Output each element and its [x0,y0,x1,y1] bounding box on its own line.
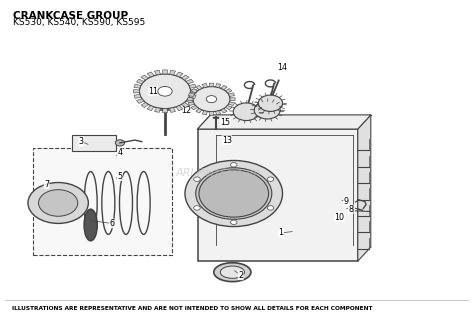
Polygon shape [141,75,148,80]
Polygon shape [216,111,221,115]
Circle shape [254,101,280,119]
Circle shape [158,86,172,96]
Polygon shape [186,79,193,84]
Polygon shape [226,89,232,93]
Circle shape [194,206,200,210]
Polygon shape [133,90,139,93]
Polygon shape [170,108,175,112]
Circle shape [185,160,283,227]
Polygon shape [196,108,202,113]
Polygon shape [189,84,196,88]
Polygon shape [147,72,154,77]
Circle shape [267,177,274,181]
Circle shape [267,206,274,210]
Text: KS530, KS540, KS590, KS595: KS530, KS540, KS590, KS595 [13,18,146,27]
Polygon shape [221,85,227,90]
Text: CRANKCASE GROUP: CRANKCASE GROUP [13,11,128,21]
Polygon shape [221,108,227,113]
Ellipse shape [84,209,97,241]
Text: 12: 12 [181,106,191,115]
Polygon shape [230,98,235,101]
Text: 8: 8 [348,205,353,214]
Text: 3: 3 [79,137,84,146]
Polygon shape [198,115,371,129]
Text: 15: 15 [220,118,230,127]
Text: 11: 11 [148,87,158,96]
Polygon shape [191,89,198,93]
Polygon shape [163,70,167,74]
Polygon shape [226,106,232,110]
Polygon shape [155,70,160,75]
Bar [33,148,172,255]
Polygon shape [188,102,194,106]
Polygon shape [188,93,194,96]
Text: 14: 14 [277,63,288,72]
Ellipse shape [220,266,245,278]
Polygon shape [228,102,235,106]
Polygon shape [170,70,175,75]
Ellipse shape [214,263,251,282]
Text: ILLUSTRATIONS ARE REPRESENTATIVE AND ARE NOT INTENDED TO SHOW ALL DETAILS FOR EA: ILLUSTRATIONS ARE REPRESENTATIVE AND ARE… [12,306,372,311]
Polygon shape [155,108,160,112]
Text: 1: 1 [279,228,283,237]
Text: 4: 4 [118,148,122,157]
Text: 2: 2 [238,271,243,280]
Polygon shape [191,90,197,93]
Text: ARI PartStream: ARI PartStream [176,168,261,178]
Polygon shape [176,106,183,111]
Circle shape [199,170,269,217]
Polygon shape [209,83,214,87]
Polygon shape [202,83,208,88]
Polygon shape [189,94,196,99]
Polygon shape [188,98,193,101]
Polygon shape [186,99,193,103]
Circle shape [193,87,230,112]
Polygon shape [358,115,371,261]
Circle shape [230,220,237,224]
Polygon shape [216,83,221,88]
Text: 9: 9 [344,197,349,206]
Polygon shape [191,106,198,110]
Polygon shape [163,108,167,113]
Bar [72,135,116,151]
Bar [198,129,358,261]
Polygon shape [202,111,208,115]
Polygon shape [176,72,183,77]
Circle shape [115,140,125,146]
Circle shape [139,74,191,108]
Polygon shape [182,75,189,80]
Circle shape [206,96,217,103]
Circle shape [196,168,272,219]
Circle shape [230,163,237,167]
Polygon shape [182,102,189,108]
Polygon shape [134,94,141,99]
Polygon shape [141,102,148,108]
Circle shape [194,177,200,181]
Polygon shape [134,84,141,88]
Text: 6: 6 [109,219,114,228]
Text: 10: 10 [334,213,344,221]
Polygon shape [137,99,144,103]
Text: 7: 7 [44,179,49,189]
Polygon shape [137,79,144,84]
Polygon shape [228,93,235,96]
Text: 13: 13 [222,135,232,144]
Text: 5: 5 [118,172,122,181]
Polygon shape [147,106,154,111]
Polygon shape [196,85,202,90]
Circle shape [28,183,88,223]
Circle shape [258,95,283,111]
Polygon shape [209,112,214,115]
Circle shape [38,190,78,216]
Circle shape [233,103,259,121]
